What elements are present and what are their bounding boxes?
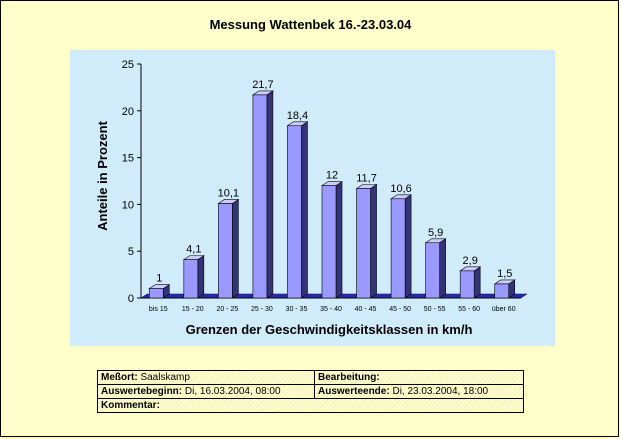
x-tick-label: 35 - 40 (320, 306, 342, 313)
data-label: 5,9 (428, 227, 443, 239)
bar-side (266, 90, 274, 299)
bar (390, 198, 406, 299)
info-row-zeitraum: Auswertebeginn: Di, 16.03.2004, 08:00 Au… (97, 384, 524, 399)
chart-title: Messung Wattenbek 16.-23.03.04 (209, 17, 412, 32)
bar (425, 242, 440, 299)
ende-label: Auswerteende: (318, 386, 390, 397)
bar (218, 203, 233, 299)
info-cell-messort: Meßort: Saalskamp (97, 370, 315, 385)
data-label: 2,9 (463, 255, 478, 267)
bar-side (404, 194, 412, 299)
x-tick-label: 15 - 20 (182, 306, 204, 313)
info-cell-kommentar: Kommentar: (97, 398, 524, 413)
y-tick-label: 20 (122, 106, 134, 118)
beginn-value: Di, 16.03.2004, 08:00 (184, 386, 281, 397)
bar-side (473, 266, 481, 299)
data-label: 10,6 (390, 183, 411, 195)
info-row-messort: Meßort: Saalskamp Bearbeitung: (97, 370, 524, 385)
data-label: 4,1 (186, 244, 201, 256)
bearbeitung-label: Bearbeitung: (318, 372, 380, 383)
bar (183, 259, 199, 299)
bar (459, 270, 475, 299)
x-tick-label: 45 - 50 (389, 306, 411, 313)
beginn-label: Auswertebeginn: (101, 386, 183, 397)
info-cell-bearbeitung: Bearbeitung: (314, 370, 524, 385)
data-label: 1 (156, 273, 162, 285)
info-cell-beginn: Auswertebeginn: Di, 16.03.2004, 08:00 (97, 384, 315, 399)
bar-side (335, 181, 343, 299)
messort-label: Meßort: (101, 372, 138, 383)
info-row-kommentar: Kommentar: (97, 398, 524, 413)
kommentar-label: Kommentar: (101, 400, 160, 411)
data-label: 10,1 (218, 187, 239, 199)
x-axis-label: Grenzen der Geschwindigkeitsklassen in k… (186, 322, 473, 337)
data-label: 12 (326, 170, 338, 182)
x-tick-label: bis 15 (149, 306, 168, 313)
x-tick-label: 25 - 30 (251, 306, 273, 313)
bar (252, 94, 268, 299)
bar-side (301, 121, 308, 299)
ende-value: Di, 23.03.2004, 18:00 (392, 386, 489, 397)
y-tick-label: 10 (122, 199, 134, 211)
data-label: 18,4 (287, 110, 308, 122)
bar (356, 188, 371, 299)
bar-side (370, 183, 377, 299)
y-axis-label: Anteile in Prozent (95, 120, 110, 230)
data-label: 21,7 (252, 79, 273, 91)
bar (148, 288, 164, 299)
info-table: Meßort: Saalskamp Bearbeitung: Auswerteb… (97, 370, 524, 413)
x-tick-label: über 60 (492, 306, 516, 313)
x-tick-label: 50 - 55 (424, 306, 446, 313)
bar-side (439, 238, 446, 299)
y-tick-label: 0 (128, 293, 134, 305)
data-label: 1,5 (497, 268, 512, 280)
bar-side (197, 255, 205, 299)
info-cell-ende: Auswerteende: Di, 23.03.2004, 18:00 (314, 384, 524, 399)
x-tick-label: 40 - 45 (355, 306, 377, 313)
bar (287, 125, 302, 299)
data-label: 11,7 (356, 172, 377, 184)
y-tick-label: 25 (122, 59, 134, 71)
chart-marks: 0 5 10 15 20 25 1 bis 15 4,1 15 - 20 10,1 20 - 25 21… (122, 59, 528, 313)
y-tick-label: 15 (122, 153, 134, 165)
messort-value: Saalskamp (140, 372, 190, 383)
x-tick-label: 55 - 60 (458, 306, 480, 313)
bar (494, 283, 510, 299)
bar-side (232, 198, 239, 299)
y-tick-label: 5 (128, 246, 134, 258)
x-tick-label: 30 - 35 (286, 306, 308, 313)
bar (321, 185, 337, 299)
x-tick-label: 20 - 25 (216, 306, 238, 313)
